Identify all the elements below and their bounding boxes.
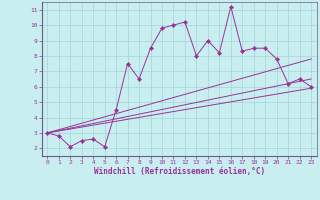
X-axis label: Windchill (Refroidissement éolien,°C): Windchill (Refroidissement éolien,°C) bbox=[94, 167, 265, 176]
